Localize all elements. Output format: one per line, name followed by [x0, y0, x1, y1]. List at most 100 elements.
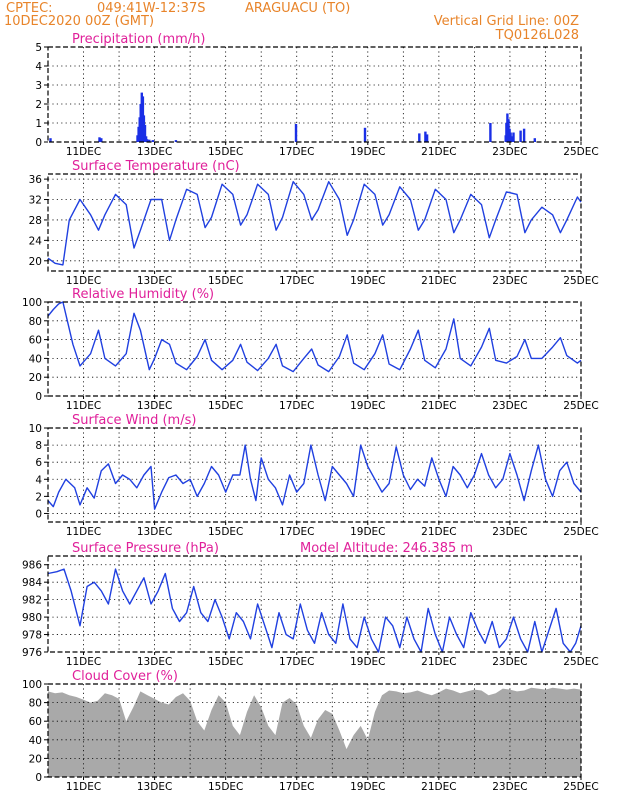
x-tick-label: 13DEC — [137, 526, 172, 538]
x-tick-label: 21DEC — [421, 400, 456, 412]
y-tick-label: 20 — [29, 753, 42, 765]
temperature-panel: 20 24 28 32 36 Surface Temperature (nC) 11DEC 1… — [29, 159, 599, 287]
precip-bar — [418, 133, 421, 142]
x-tick-label: 17DEC — [279, 146, 314, 158]
precip-bar — [510, 136, 513, 142]
x-tick-label: 15DEC — [208, 400, 243, 412]
humidity-series-line — [47, 301, 582, 373]
y-tick-label: 24 — [29, 235, 43, 247]
y-tick-label: 3 — [35, 80, 42, 92]
y-tick-label: 32 — [29, 195, 42, 207]
precip-bar — [294, 124, 298, 142]
x-tick-label: 25DEC — [563, 526, 598, 538]
x-tick-label: 25DEC — [563, 781, 598, 793]
y-tick-label: 2 — [35, 491, 42, 503]
x-tick-label: 15DEC — [208, 275, 243, 287]
y-tick-label: 36 — [29, 174, 43, 186]
x-tick-label: 19DEC — [350, 526, 385, 538]
cloud-cover-frame — [47, 683, 582, 778]
header-source: CPTEC: — [6, 1, 53, 16]
y-tick-label: 80 — [29, 698, 42, 710]
y-tick-label: 20 — [29, 256, 42, 268]
y-tick-label: 40 — [29, 735, 42, 747]
y-tick-label: 984 — [22, 577, 42, 589]
humidity-panel: 0 20 40 60 80 100 Relative Humidity (%) 11DEC 13… — [22, 287, 599, 412]
y-tick-label: 978 — [22, 630, 42, 642]
precip-bar — [100, 138, 103, 142]
model-altitude-label: Model Altitude: 246.385 m — [300, 541, 473, 556]
precip-bar — [533, 138, 536, 142]
x-tick-label: 19DEC — [350, 275, 385, 287]
temperature-series-line — [47, 181, 582, 266]
precip-bar — [143, 124, 147, 142]
y-tick-label: 4 — [35, 474, 42, 486]
x-tick-label: 11DEC — [66, 526, 101, 538]
y-tick-label: 80 — [29, 316, 42, 328]
x-tick-label: 11DEC — [66, 656, 101, 668]
wind-frame — [47, 427, 582, 523]
x-tick-label: 13DEC — [137, 400, 172, 412]
precip-bar — [489, 123, 492, 142]
wind-title: Surface Wind (m/s) — [72, 413, 196, 428]
x-tick-label: 15DEC — [208, 526, 243, 538]
y-tick-label: 0 — [35, 508, 42, 520]
x-tick-label: 19DEC — [350, 656, 385, 668]
x-tick-label: 11DEC — [66, 400, 101, 412]
precip-bar — [512, 132, 515, 142]
x-tick-label: 23DEC — [492, 275, 527, 287]
precip-bar — [425, 134, 429, 142]
x-tick-label: 13DEC — [137, 656, 172, 668]
x-tick-label: 13DEC — [137, 781, 172, 793]
cloud-cover-area — [48, 687, 581, 777]
x-tick-label: 23DEC — [492, 400, 527, 412]
x-tick-label: 19DEC — [350, 400, 385, 412]
x-tick-label: 21DEC — [421, 781, 456, 793]
x-tick-label: 25DEC — [563, 146, 598, 158]
precip-bar — [519, 130, 522, 142]
x-tick-label: 15DEC — [208, 146, 243, 158]
wind-panel: 0 2 4 6 8 10 Surface Wind (m/s) 11DEC 13DEC 15DEC… — [29, 413, 599, 538]
header-grid-note: Vertical Grid Line: 00Z — [434, 14, 579, 29]
y-tick-label: 982 — [22, 595, 42, 607]
humidity-title: Relative Humidity (%) — [72, 287, 214, 302]
precip-bar — [151, 140, 154, 142]
x-tick-label: 25DEC — [563, 400, 598, 412]
precip-bar — [148, 139, 151, 142]
precip-bar — [424, 131, 427, 142]
x-tick-label: 21DEC — [421, 275, 456, 287]
x-tick-label: 23DEC — [492, 656, 527, 668]
cloud-cover-title: Cloud Cover (%) — [72, 669, 178, 684]
x-tick-label: 25DEC — [563, 656, 598, 668]
y-tick-label: 8 — [35, 440, 42, 452]
cloud-cover-panel: 0 20 40 60 80 100 Cloud Cover (%) 11DEC 13DEC 15D… — [22, 669, 599, 793]
y-tick-label: 6 — [35, 457, 42, 469]
x-tick-label: 11DEC — [66, 781, 101, 793]
temperature-title: Surface Temperature (nC) — [72, 159, 240, 174]
precipitation-panel: 0 1 2 3 4 5 Precipitation (mm/h) 11DEC 13DEC 15DE… — [35, 32, 598, 158]
temperature-frame — [47, 173, 582, 272]
precipitation-title: Precipitation (mm/h) — [72, 32, 205, 47]
pressure-title: Surface Pressure (hPa) — [72, 541, 219, 556]
header-coords: 049:41W-12:37S — [97, 1, 205, 16]
x-tick-label: 23DEC — [492, 526, 527, 538]
x-tick-label: 23DEC — [492, 146, 527, 158]
x-tick-label: 13DEC — [137, 275, 172, 287]
x-tick-label: 11DEC — [66, 275, 101, 287]
y-tick-label: 1 — [35, 118, 42, 130]
header-init-time: 10DEC2020 00Z (GMT) — [4, 14, 154, 29]
pressure-panel: 976 978 980 982 984 986 Surface Pressure (hPa)… — [22, 541, 599, 668]
precip-bar — [144, 136, 148, 142]
x-tick-label: 19DEC — [350, 781, 385, 793]
x-tick-label: 13DEC — [137, 146, 172, 158]
humidity-frame — [47, 301, 582, 397]
y-tick-label: 20 — [29, 372, 42, 384]
precip-bar — [522, 128, 526, 142]
x-tick-label: 17DEC — [279, 275, 314, 287]
y-tick-label: 980 — [22, 612, 42, 624]
y-tick-label: 28 — [29, 215, 42, 227]
x-tick-label: 25DEC — [563, 275, 598, 287]
pressure-series-line — [47, 568, 582, 653]
precip-bar — [174, 140, 178, 142]
y-tick-label: 5 — [35, 42, 42, 54]
